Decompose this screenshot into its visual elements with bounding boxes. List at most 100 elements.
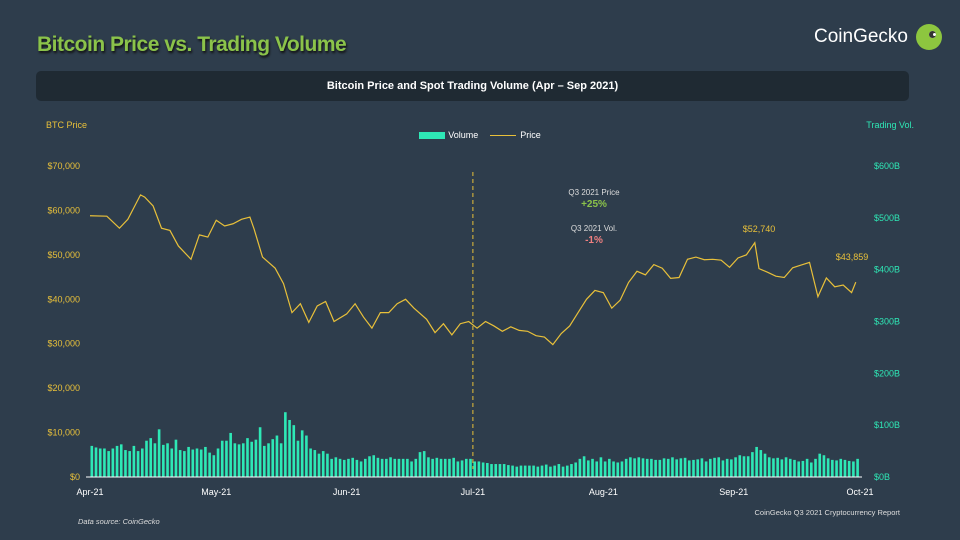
- volume-bar: [498, 464, 502, 477]
- volume-bar: [847, 460, 851, 477]
- x-tick-label: May-21: [201, 487, 231, 497]
- volume-bar: [759, 450, 763, 477]
- volume-bar: [801, 460, 805, 477]
- legend-price: Price: [520, 130, 541, 140]
- volume-bar: [157, 429, 161, 477]
- volume-bar: [582, 456, 586, 477]
- volume-bar: [363, 458, 367, 477]
- volume-bar: [187, 446, 190, 477]
- volume-bar: [225, 440, 228, 477]
- volume-bar: [746, 456, 750, 477]
- volume-bar: [856, 458, 859, 477]
- volume-bar: [843, 459, 847, 477]
- q3-vol-change: -1%: [585, 235, 603, 246]
- volume-bar: [330, 458, 333, 477]
- volume-bar: [814, 458, 817, 477]
- left-tick-label: $70,000: [47, 161, 80, 171]
- volume-bar: [410, 461, 413, 477]
- volume-bar: [216, 448, 220, 477]
- right-tick-label: $100B: [874, 420, 900, 430]
- volume-bar: [204, 446, 207, 477]
- volume-bar: [267, 443, 270, 477]
- volume-bar: [587, 460, 590, 477]
- volume-bar: [662, 458, 666, 477]
- volume-bar: [717, 457, 721, 477]
- volume-bar: [94, 447, 98, 477]
- left-tick-label: $0: [70, 472, 80, 482]
- volume-bar: [687, 460, 691, 477]
- volume-bar: [431, 458, 434, 477]
- volume-bar: [321, 451, 325, 477]
- volume-bar: [263, 445, 266, 477]
- volume-bar: [738, 455, 742, 477]
- volume-bar: [578, 458, 582, 477]
- volume-bar: [633, 458, 636, 477]
- volume-bar: [338, 458, 342, 477]
- legend-price-swatch: [490, 135, 517, 137]
- volume-bar: [561, 466, 565, 477]
- volume-bar: [742, 456, 746, 477]
- volume-bar: [519, 465, 523, 477]
- volume-bar: [279, 443, 283, 477]
- volume-bar: [460, 460, 464, 477]
- legend: Volume Price: [0, 130, 960, 140]
- coingecko-logo: CoinGecko: [814, 24, 942, 50]
- volume-bar: [418, 452, 422, 477]
- volume-bar: [162, 444, 165, 477]
- volume-bar: [788, 458, 792, 477]
- volume-bar: [250, 441, 253, 477]
- volume-bar: [448, 458, 451, 477]
- volume-bar: [305, 435, 308, 477]
- volume-bar: [797, 461, 800, 477]
- right-tick-label: $300B: [874, 317, 900, 327]
- volume-bar: [313, 450, 317, 477]
- volume-bar: [502, 464, 506, 477]
- volume-bar: [679, 458, 683, 477]
- volume-bar: [624, 458, 628, 477]
- volume-bar: [275, 435, 279, 477]
- data-source: Data source: CoinGecko: [78, 517, 160, 526]
- volume-bar: [494, 464, 498, 477]
- volume-bar: [839, 458, 843, 477]
- volume-bar: [208, 452, 211, 477]
- left-axis-label: BTC Price: [46, 120, 88, 130]
- volume-bar: [692, 459, 695, 477]
- legend-volume-swatch: [419, 132, 446, 140]
- x-tick-label: Jun-21: [333, 487, 361, 497]
- volume-bar: [178, 450, 182, 477]
- volume-bar: [359, 461, 363, 477]
- volume-bar: [284, 412, 287, 477]
- volume-bar: [637, 457, 641, 477]
- volume-bar: [730, 459, 733, 477]
- volume-bar: [528, 465, 531, 477]
- volume-bar: [254, 439, 258, 477]
- volume-bar: [347, 458, 350, 477]
- volume-bar: [549, 466, 552, 477]
- left-tick-label: $10,000: [47, 428, 80, 438]
- volume-bar: [317, 453, 321, 477]
- volume-bar: [826, 458, 830, 477]
- volume-bar: [532, 465, 535, 477]
- volume-bar: [481, 462, 485, 477]
- volume-bar: [704, 461, 708, 477]
- x-tick-label: Apr-21: [76, 487, 103, 497]
- volume-bar: [469, 458, 472, 477]
- volume-bar: [553, 465, 556, 477]
- volume-bar: [183, 451, 186, 477]
- volume-bar: [334, 457, 338, 477]
- volume-bar: [372, 455, 376, 477]
- volume-bar: [115, 445, 119, 477]
- x-tick-label: Jul-21: [461, 487, 486, 497]
- right-tick-label: $600B: [874, 161, 900, 171]
- volume-bar: [831, 459, 834, 477]
- volume-bar: [671, 457, 674, 477]
- volume-bar: [696, 459, 700, 477]
- volume-bar: [119, 444, 123, 477]
- volume-bar: [511, 465, 514, 477]
- volume-bar: [376, 457, 380, 477]
- peak-price-label: $52,740: [743, 224, 776, 234]
- volume-bar: [288, 419, 291, 477]
- volume-bar: [326, 453, 329, 477]
- left-tick-label: $60,000: [47, 205, 80, 215]
- last-price-label: $43,859: [836, 252, 869, 262]
